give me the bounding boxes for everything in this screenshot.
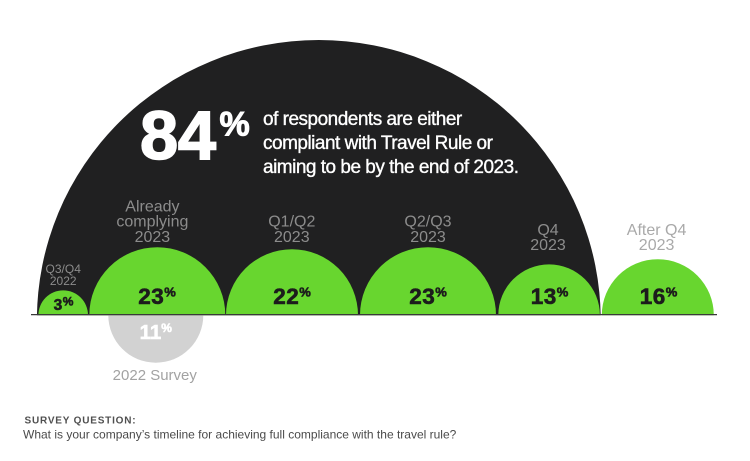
svg-text:22%: 22% bbox=[273, 284, 311, 309]
svg-text:What is your company’s timelin: What is your company’s timeline for achi… bbox=[23, 428, 457, 442]
svg-text:2023: 2023 bbox=[274, 229, 310, 246]
svg-text:23%: 23% bbox=[138, 284, 176, 309]
svg-text:2023: 2023 bbox=[639, 237, 675, 254]
svg-text:84: 84 bbox=[140, 97, 216, 174]
svg-text:2023: 2023 bbox=[410, 229, 446, 246]
svg-text:23%: 23% bbox=[409, 284, 447, 309]
svg-text:2022 Survey: 2022 Survey bbox=[113, 367, 198, 384]
svg-text:2023: 2023 bbox=[135, 229, 171, 246]
svg-text:16%: 16% bbox=[640, 284, 678, 309]
svg-text:Q3/Q4: Q3/Q4 bbox=[46, 262, 82, 276]
svg-text:Q4: Q4 bbox=[537, 222, 558, 239]
svg-text:SURVEY QUESTION:: SURVEY QUESTION: bbox=[25, 415, 137, 426]
svg-text:2023: 2023 bbox=[530, 237, 566, 254]
svg-text:complying: complying bbox=[116, 214, 188, 231]
svg-text:Q2/Q3: Q2/Q3 bbox=[404, 214, 451, 231]
svg-text:3%: 3% bbox=[54, 295, 74, 314]
svg-text:11%: 11% bbox=[140, 321, 173, 344]
svg-text:13%: 13% bbox=[531, 284, 569, 309]
svg-text:Already: Already bbox=[125, 199, 179, 216]
svg-text:aiming to be by the end of 202: aiming to be by the end of 2023. bbox=[263, 157, 518, 178]
svg-text:2022: 2022 bbox=[50, 274, 77, 288]
svg-text:Q1/Q2: Q1/Q2 bbox=[268, 214, 315, 231]
svg-text:of respondents are either: of respondents are either bbox=[263, 109, 463, 130]
svg-text:compliant with Travel Rule or: compliant with Travel Rule or bbox=[263, 133, 494, 154]
svg-text:After Q4: After Q4 bbox=[627, 222, 687, 239]
svg-text:%: % bbox=[220, 105, 250, 143]
